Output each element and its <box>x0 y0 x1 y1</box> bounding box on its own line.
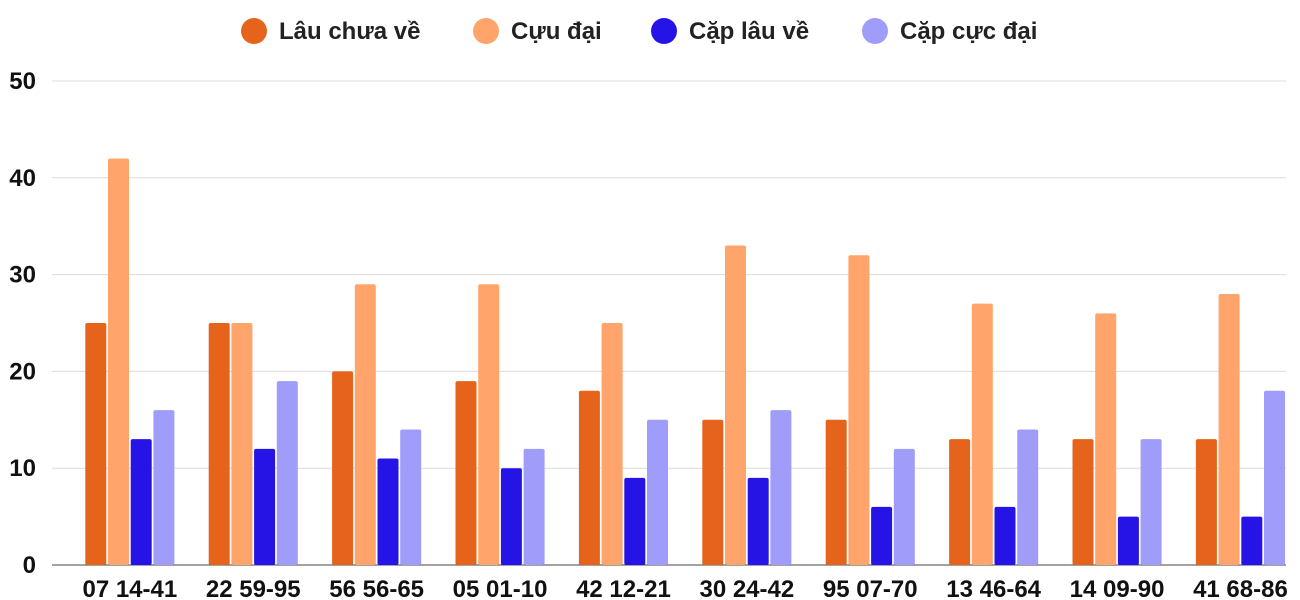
bar <box>500 468 522 565</box>
bar <box>231 323 253 565</box>
bar <box>647 419 668 565</box>
bar <box>254 448 276 565</box>
y-tick-label: 10 <box>9 455 36 482</box>
bar <box>377 458 399 565</box>
legend-label: Lâu chưa về <box>279 18 420 45</box>
legend-swatch <box>651 18 677 44</box>
bar <box>1017 429 1039 565</box>
x-tick-label: 05 01-10 <box>453 576 548 600</box>
legend: Lâu chưa về Cựu đại Cặp lâu về Cặp cực đại <box>241 18 1037 45</box>
bar <box>725 245 746 565</box>
x-tick-label: 13 46-64 <box>946 576 1041 600</box>
legend-item: Cựu đại <box>473 18 602 45</box>
legend-swatch <box>473 18 499 44</box>
bar <box>871 506 893 565</box>
bar <box>1117 516 1139 565</box>
x-tick-label: 56 56-65 <box>329 576 424 600</box>
bar <box>971 303 993 565</box>
bar <box>523 448 545 565</box>
bar <box>1264 390 1285 565</box>
bar <box>624 477 646 565</box>
x-tick-label: 22 59-95 <box>206 576 301 600</box>
bar <box>949 439 971 565</box>
y-tick-label: 40 <box>9 165 36 192</box>
legend-swatch <box>241 18 267 44</box>
bar <box>1195 439 1217 565</box>
bar <box>702 419 724 565</box>
bar <box>770 410 792 565</box>
bar <box>400 429 422 565</box>
bar <box>1095 313 1117 565</box>
bar <box>825 419 847 565</box>
bars <box>85 158 1285 566</box>
x-axis: 07 14-41 22 59-95 56 56-65 05 01-10 42 12-21… <box>82 576 1287 600</box>
x-tick-label: 95 07-70 <box>823 576 918 600</box>
legend-swatch <box>862 18 888 44</box>
bar <box>747 477 769 565</box>
bar <box>130 439 152 565</box>
bar <box>1218 293 1240 565</box>
legend-label: Cựu đại <box>511 18 602 45</box>
bar <box>208 323 230 565</box>
bar <box>276 381 298 565</box>
bar <box>848 255 870 566</box>
x-tick-label: 14 09-90 <box>1070 576 1165 600</box>
y-axis: 0 10 20 30 40 50 <box>9 68 36 579</box>
y-tick-label: 0 <box>23 552 36 579</box>
y-tick-label: 30 <box>9 262 36 289</box>
y-tick-label: 50 <box>9 68 36 95</box>
legend-item: Lâu chưa về <box>241 18 420 45</box>
bar <box>332 371 354 565</box>
bar <box>85 323 107 565</box>
legend-item: Cặp cực đại <box>862 18 1037 45</box>
bar <box>1241 516 1263 565</box>
bar <box>578 390 600 565</box>
bar <box>893 448 915 565</box>
bar <box>455 381 477 565</box>
x-tick-label: 30 24-42 <box>699 576 794 600</box>
legend-label: Cặp lâu về <box>689 18 809 45</box>
bar <box>601 323 623 565</box>
x-tick-label: 07 14-41 <box>82 576 177 600</box>
legend-item: Cặp lâu về <box>651 18 809 45</box>
bar <box>1140 439 1162 565</box>
bar <box>994 506 1016 565</box>
legend-label: Cặp cực đại <box>900 18 1037 45</box>
x-tick-label: 42 12-21 <box>576 576 671 600</box>
bar <box>108 158 129 565</box>
bar <box>1072 439 1094 565</box>
x-tick-label: 41 68-86 <box>1193 576 1288 600</box>
bar <box>354 284 376 565</box>
bar <box>153 410 175 565</box>
bar <box>478 284 500 565</box>
y-tick-label: 20 <box>9 358 36 385</box>
